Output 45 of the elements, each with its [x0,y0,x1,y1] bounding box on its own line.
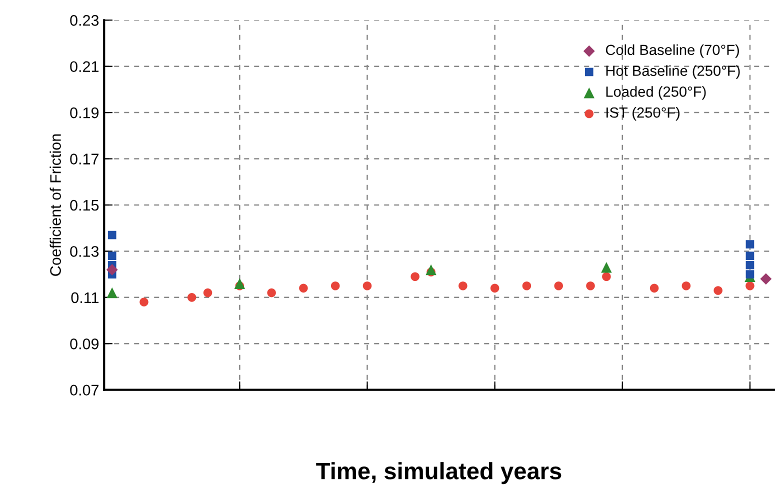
point [234,278,246,289]
y-tick-label: 0.19 [70,107,99,118]
point [140,298,148,306]
point [106,264,118,276]
legend-label: IST (250°F) [606,107,680,121]
point [746,281,754,290]
point [106,287,118,298]
y-tick-label: 0.17 [70,154,98,164]
legend-label: Cold Baseline (70°F) [606,44,739,58]
y-tick-label: 0.07 [70,384,98,396]
point [602,272,611,282]
point [746,240,754,248]
point [458,281,468,290]
y-axis-title: Coefficient of Friction [50,134,61,276]
point [490,284,500,293]
legend-label: Hot Baseline (250°F) [606,65,740,79]
point [108,252,116,260]
point [267,288,276,298]
point [522,281,532,290]
point [299,284,308,293]
legend-label: Loaded (250°F) [606,86,706,100]
point [682,281,691,290]
point [187,293,196,302]
y-tick-label: 0.23 [70,15,99,26]
y-tick-label: 0.13 [70,246,99,257]
point [108,230,116,240]
point [410,272,420,282]
point [650,284,659,293]
point [746,260,754,270]
point [203,288,212,298]
point [362,281,372,290]
point [601,262,612,273]
y-tick-label: 0.11 [71,292,99,304]
point [554,281,563,290]
point [760,273,772,285]
point [746,252,754,260]
y-tick-label: 0.21 [70,61,99,72]
point [746,270,754,278]
point [714,286,722,295]
point [586,281,595,290]
point [426,264,436,276]
point [330,281,340,290]
x-axis-title: Time, simulated years [316,462,562,484]
y-tick-label: 0.15 [70,200,99,211]
y-tick-label: 0.09 [70,338,99,350]
